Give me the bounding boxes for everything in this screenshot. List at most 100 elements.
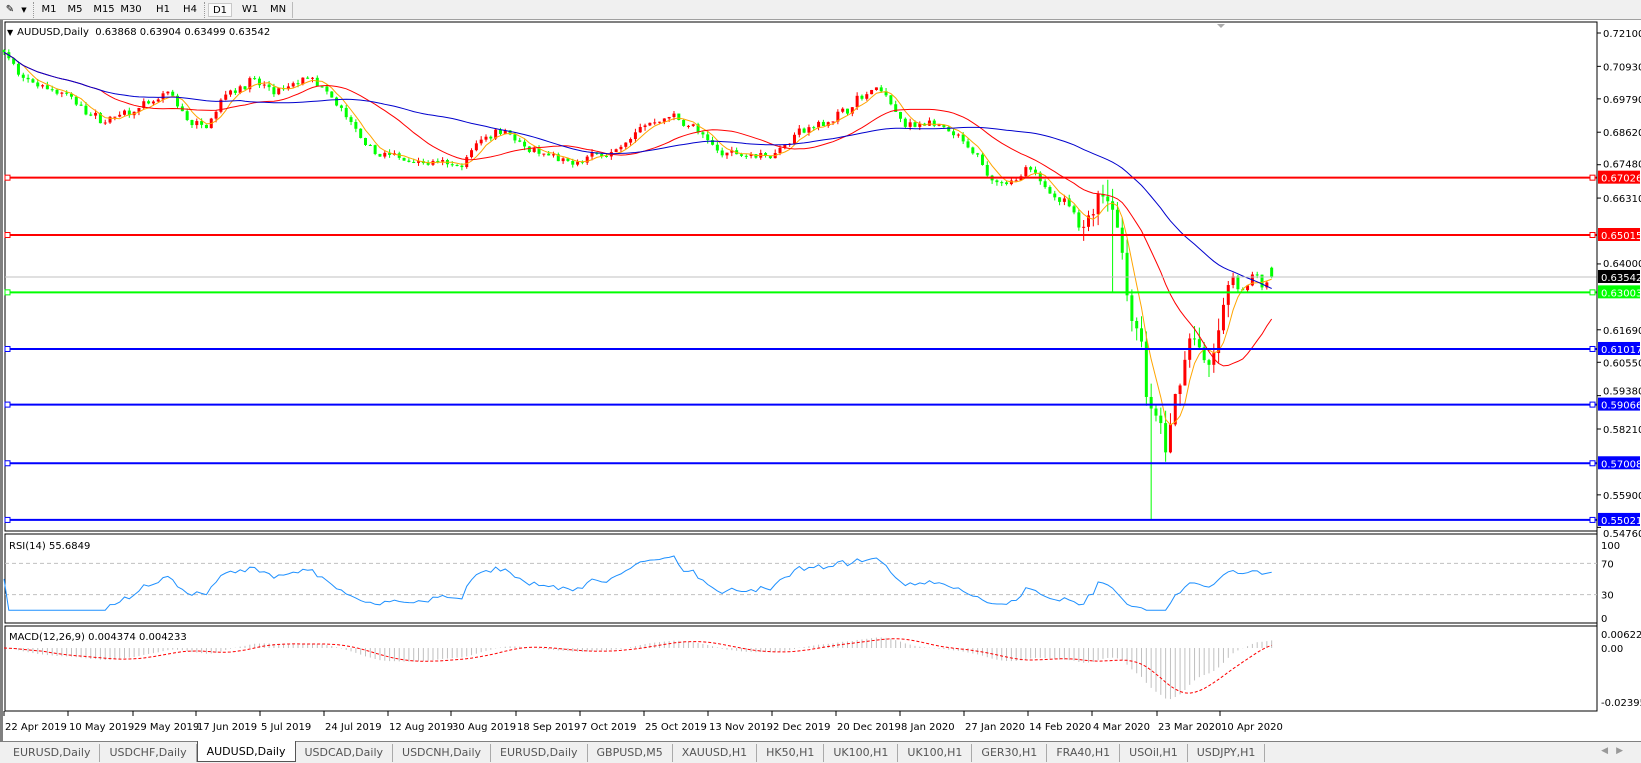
candle-body <box>417 161 421 163</box>
chart-tab[interactable]: EURUSD,Daily <box>4 743 101 762</box>
candle-body <box>908 122 912 127</box>
candle-body <box>2 50 6 53</box>
candle-body <box>1101 193 1105 197</box>
candle-body <box>176 95 180 107</box>
macd-label: MACD(12,26,9) 0.004374 0.004233 <box>9 632 187 643</box>
candle-body <box>792 134 796 144</box>
chart-tab[interactable]: AUDUSD,Daily <box>196 741 296 762</box>
candle-body <box>69 93 73 97</box>
candle-body <box>359 128 363 138</box>
timeframe-toolbar: ✎ ▼ M1 M5 M15 M30 H1 H4 D1 W1 MN <box>0 0 1641 20</box>
candle-body <box>195 121 199 126</box>
date-tick-label: 20 Dec 2019 <box>837 722 901 733</box>
timeframe-m15[interactable]: M15 <box>93 4 115 15</box>
candle-body <box>518 140 522 142</box>
candle-body <box>60 92 64 94</box>
tab-scroll-arrows[interactable]: ◀▶ <box>1601 746 1631 756</box>
chart-tab[interactable]: USOil,H1 <box>1120 743 1188 762</box>
candle-body <box>238 86 242 93</box>
level-price-tag <box>1598 456 1640 470</box>
candle-body <box>190 120 194 126</box>
date-tick-label: 7 Oct 2019 <box>581 722 636 733</box>
level-handle[interactable] <box>1589 289 1596 296</box>
level-handle[interactable] <box>4 345 11 352</box>
timeframe-m30[interactable]: M30 <box>120 4 142 15</box>
level-handle[interactable] <box>4 174 11 181</box>
candle-body <box>711 140 715 145</box>
candle-body <box>619 146 623 150</box>
candle-body <box>783 144 787 148</box>
chart-tab[interactable]: USDCHF,Daily <box>100 743 197 762</box>
candle-body <box>768 155 772 159</box>
level-handle[interactable] <box>1589 345 1596 352</box>
chart-tab[interactable]: FRA40,H1 <box>1047 743 1121 762</box>
level-handle[interactable] <box>1589 231 1596 238</box>
candle-body <box>185 111 189 121</box>
candle-body <box>171 91 175 96</box>
date-tick-label: 14 Feb 2020 <box>1029 722 1091 733</box>
candle-body <box>1197 339 1201 348</box>
timeframe-h4[interactable]: H4 <box>183 4 197 15</box>
chart-tab[interactable]: USDJPY,H1 <box>1188 743 1266 762</box>
candle-body <box>956 134 960 136</box>
date-tick-label: 27 Jan 2020 <box>965 722 1025 733</box>
level-handle[interactable] <box>4 231 11 238</box>
timeframe-m1[interactable]: M1 <box>41 4 57 15</box>
collapse-triangle-icon[interactable]: ▼ <box>7 28 14 37</box>
candle-body <box>860 95 864 99</box>
candle-body <box>1000 182 1004 184</box>
candle-body <box>744 155 748 157</box>
candle-body <box>50 89 54 91</box>
candle-body <box>1202 347 1206 361</box>
date-tick-label: 29 May 2019 <box>134 722 199 733</box>
candle-body <box>1221 304 1225 331</box>
date-tick-label: 13 Nov 2019 <box>709 722 773 733</box>
chart-canvas[interactable]: 0.72100 0.70930 0.69790 0.68620 0.67480 0.663… <box>0 0 1641 742</box>
chart-tab[interactable]: HK50,H1 <box>757 743 825 762</box>
candle-body <box>204 124 208 129</box>
candle-body <box>1135 320 1139 329</box>
price-tick-label: 0.72100 <box>1603 29 1641 40</box>
level-handle[interactable] <box>1589 516 1596 523</box>
candle-body <box>894 104 898 112</box>
level-handle[interactable] <box>1589 460 1596 467</box>
chart-tab[interactable]: UK100,H1 <box>898 743 973 762</box>
chart-tab[interactable]: USDCNH,Daily <box>393 743 492 762</box>
level-handle[interactable] <box>4 289 11 296</box>
macd-tick-label: 0.00622 <box>1601 630 1641 641</box>
chart-tab[interactable]: GER30,H1 <box>972 743 1048 762</box>
candle-body <box>1067 198 1071 207</box>
chevron-down-icon[interactable]: ▼ <box>21 6 27 14</box>
level-price-tag <box>1598 285 1640 299</box>
chart-tab[interactable]: XAUUSD,H1 <box>673 743 758 762</box>
candle-body <box>580 161 584 163</box>
chart-shift-marker[interactable] <box>1217 24 1225 28</box>
level-handle[interactable] <box>4 460 11 467</box>
candle-body <box>12 58 16 64</box>
level-handle[interactable] <box>1589 401 1596 408</box>
timeframe-d1[interactable]: D1 <box>208 3 232 17</box>
level-handle[interactable] <box>4 401 11 408</box>
timeframe-w1[interactable]: W1 <box>241 4 259 15</box>
chart-tab[interactable]: USDCAD,Daily <box>296 743 394 762</box>
candle-body <box>1072 206 1076 213</box>
level-handle[interactable] <box>4 516 11 523</box>
candle-body <box>706 134 710 141</box>
date-tick-label: 17 Jun 2019 <box>197 722 257 733</box>
candle-body <box>1125 252 1129 296</box>
chart-tab[interactable]: UK100,H1 <box>824 743 899 762</box>
chart-tab[interactable]: EURUSD,Daily <box>491 743 588 762</box>
line-tools-icon[interactable]: ✎ <box>5 4 15 15</box>
chart-tab[interactable]: GBPUSD,M5 <box>588 743 673 762</box>
timeframe-m5[interactable]: M5 <box>67 4 83 15</box>
candle-body <box>45 85 49 90</box>
candle-body <box>479 139 483 144</box>
timeframe-mn[interactable]: MN <box>269 4 287 15</box>
candle-body <box>484 136 488 140</box>
candle-body <box>142 101 146 109</box>
candle-body <box>653 122 657 124</box>
level-handle[interactable] <box>1589 174 1596 181</box>
timeframe-h1[interactable]: H1 <box>156 4 170 15</box>
candle-body <box>590 152 594 157</box>
candle-body <box>855 95 859 108</box>
